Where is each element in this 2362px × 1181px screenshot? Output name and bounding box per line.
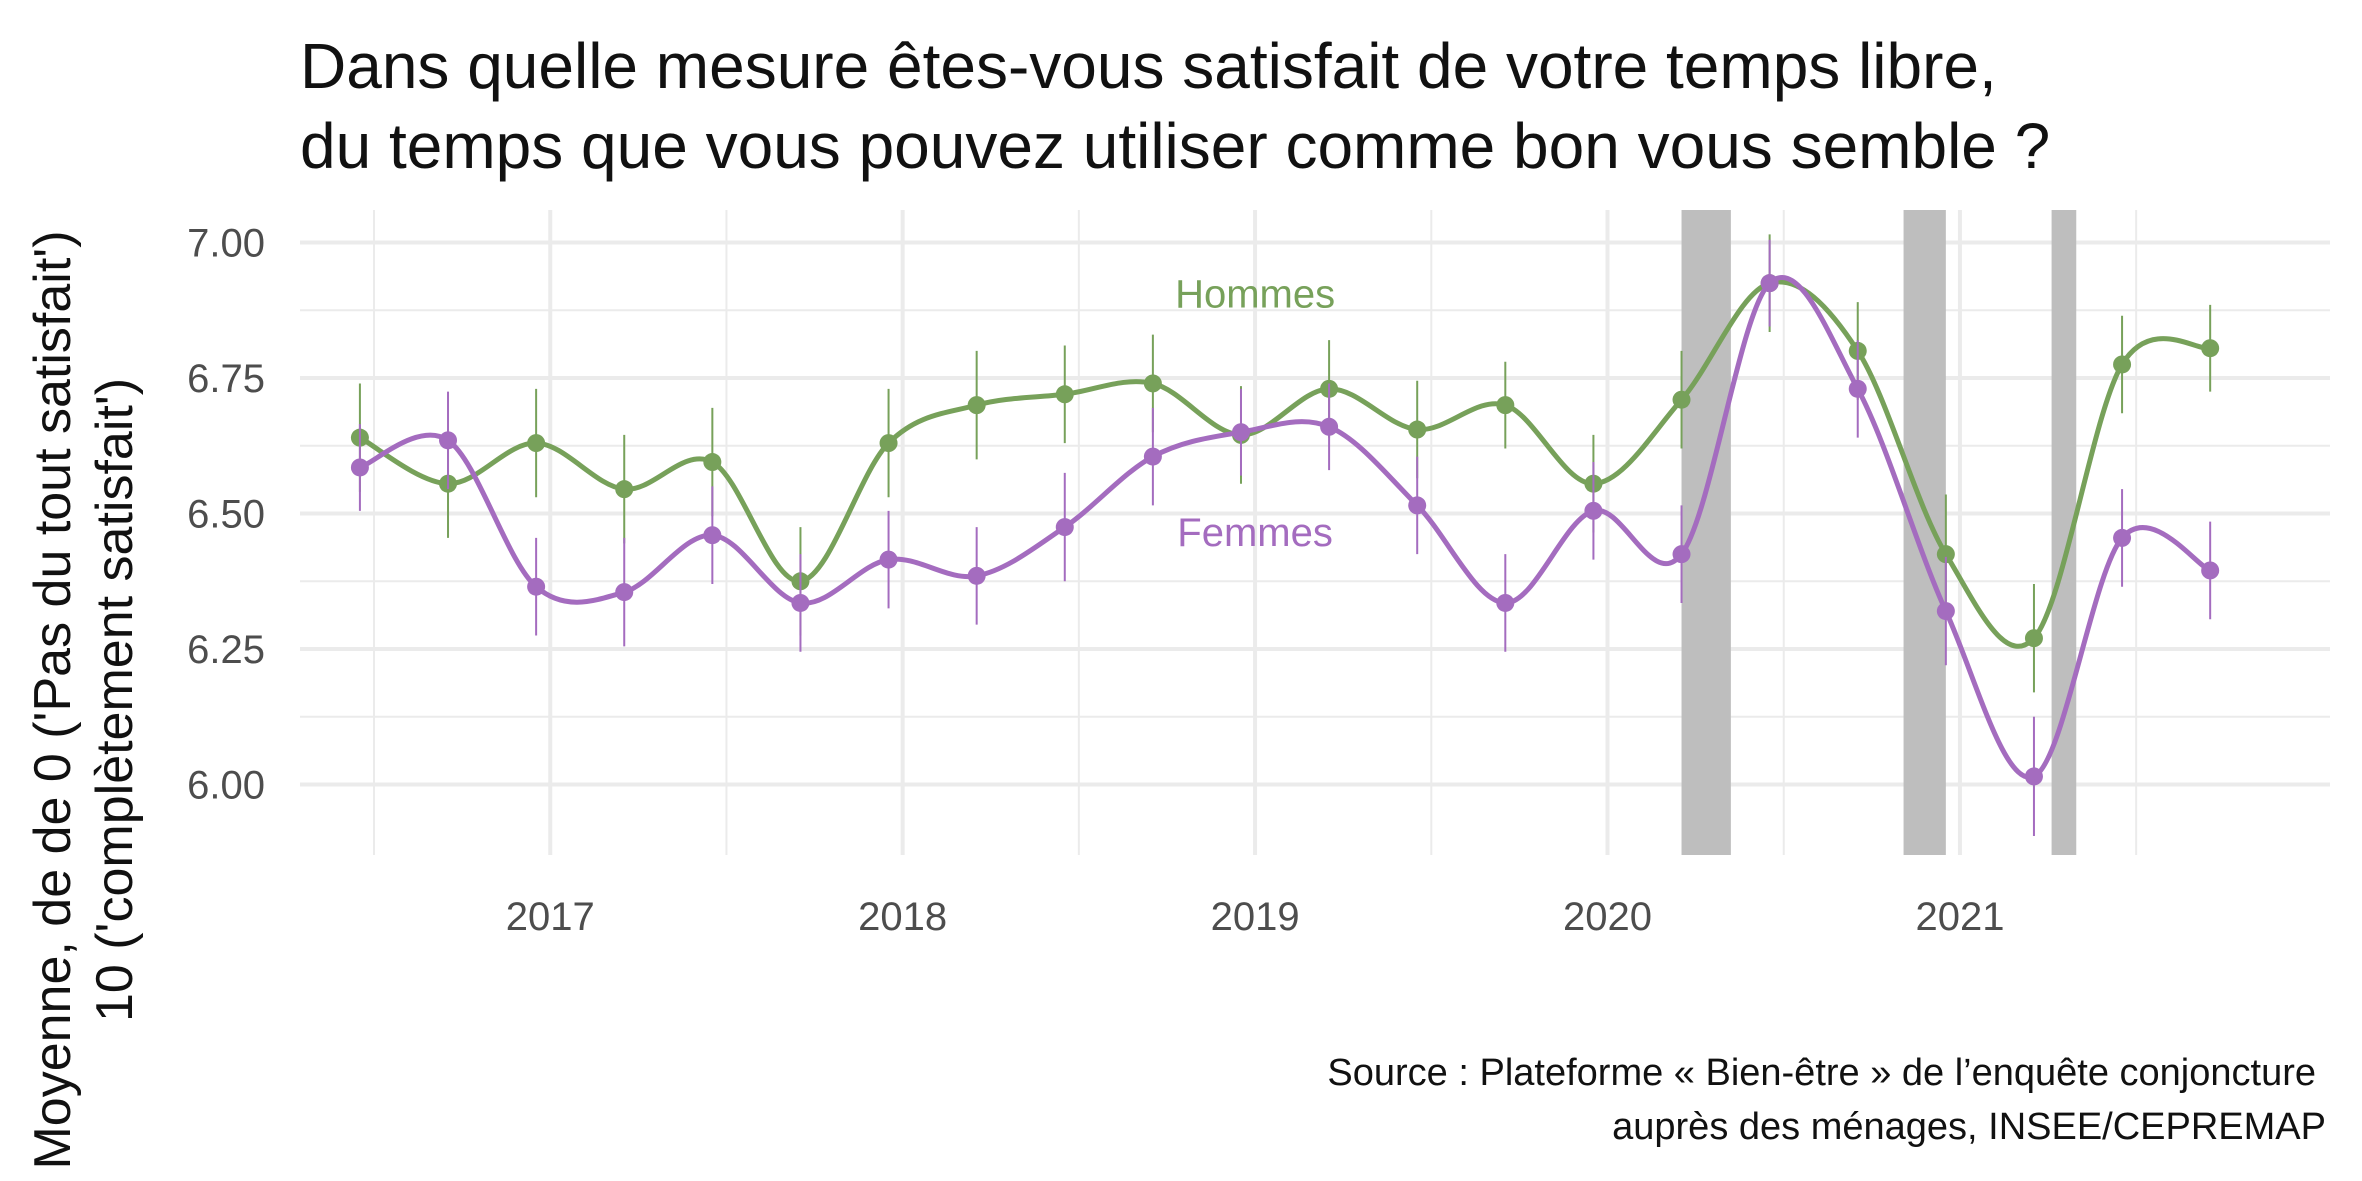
series-femmes: Femmes (350, 239, 2220, 837)
x-tick-label: 2017 (506, 895, 595, 939)
series-label-femmes: Femmes (1177, 511, 1333, 555)
data-point-hommes (2024, 629, 2043, 648)
data-point-femmes (527, 577, 546, 596)
shaded-period (1903, 210, 1946, 855)
data-point-femmes (615, 583, 634, 602)
x-axis-ticks: 2017 2018 2019 2020 2021 (506, 895, 2005, 939)
data-point-hommes (1672, 390, 1691, 409)
y-axis-label-line-2: 10 ('complètement satisfait') (86, 378, 144, 1022)
data-point-femmes (2113, 528, 2132, 547)
data-point-femmes (2024, 767, 2043, 786)
data-point-hommes (2113, 355, 2132, 374)
y-tick-label: 6.75 (187, 357, 265, 401)
data-point-femmes (1936, 602, 1955, 621)
series-hommes: Hommes (350, 234, 2220, 693)
grid (300, 210, 2330, 855)
data-point-hommes (615, 480, 634, 499)
data-point-femmes (1760, 274, 1779, 293)
data-point-femmes (1320, 417, 1339, 436)
y-axis-ticks: 6.00 6.25 6.50 6.75 7.00 (187, 222, 265, 808)
data-point-hommes (703, 453, 722, 472)
x-tick-label: 2020 (1563, 895, 1652, 939)
y-axis-label-line-1: Moyenne, de de 0 ('Pas du tout satisfait… (24, 230, 82, 1169)
data-point-femmes (350, 458, 369, 477)
data-point-femmes (1143, 447, 1162, 466)
y-tick-label: 7.00 (187, 222, 265, 266)
data-point-hommes (1408, 420, 1427, 439)
data-point-femmes (1231, 423, 1250, 442)
data-point-hommes (1143, 374, 1162, 393)
data-point-hommes (967, 396, 986, 415)
x-tick-label: 2021 (1915, 895, 2004, 939)
data-point-femmes (1584, 501, 1603, 520)
series-label-hommes: Hommes (1175, 273, 1335, 317)
data-point-hommes (527, 434, 546, 453)
y-tick-label: 6.00 (187, 764, 265, 808)
chart-title-line-1: Dans quelle mesure êtes-vous satisfait d… (300, 30, 1997, 102)
data-point-femmes (1496, 593, 1515, 612)
series-layer: Hommes Femmes (350, 234, 2220, 837)
data-point-femmes (1848, 379, 1867, 398)
chart-title-line-2: du temps que vous pouvez utiliser comme … (300, 110, 2050, 182)
data-point-femmes (879, 550, 898, 569)
shaded-periods (1681, 210, 2077, 855)
data-point-hommes (2201, 339, 2220, 358)
source-caption-line-1: Source : Plateforme « Bien-être » de l’e… (1327, 1052, 2316, 1094)
y-tick-label: 6.50 (187, 493, 265, 537)
shaded-period (1681, 210, 1731, 855)
data-point-hommes (1496, 396, 1515, 415)
data-point-femmes (439, 431, 458, 450)
data-point-hommes (879, 434, 898, 453)
data-point-femmes (703, 526, 722, 545)
data-point-femmes (967, 566, 986, 585)
source-caption-line-2: auprès des ménages, INSEE/CEPREMAP (1612, 1106, 2326, 1148)
data-point-femmes (1408, 496, 1427, 515)
data-point-femmes (1672, 545, 1691, 564)
data-point-hommes (1936, 545, 1955, 564)
data-point-femmes (2201, 561, 2220, 580)
data-point-femmes (791, 593, 810, 612)
data-point-femmes (1055, 518, 1074, 537)
data-point-hommes (1055, 385, 1074, 404)
x-tick-label: 2019 (1211, 895, 1300, 939)
y-tick-label: 6.25 (187, 628, 265, 672)
x-tick-label: 2018 (858, 895, 947, 939)
